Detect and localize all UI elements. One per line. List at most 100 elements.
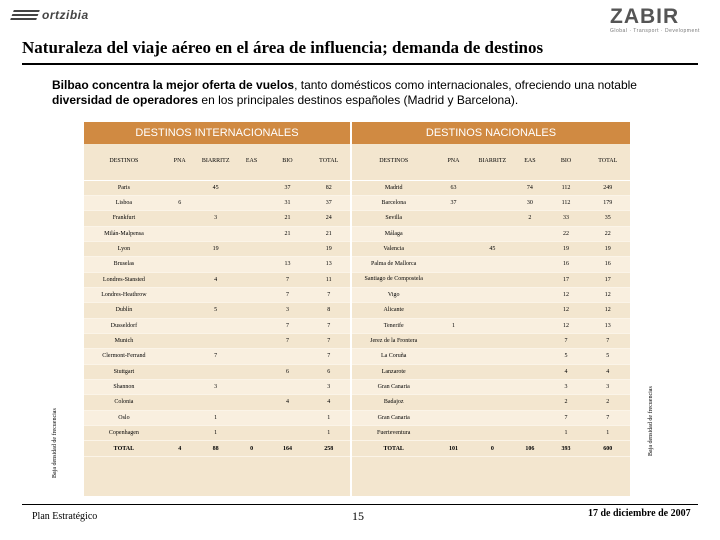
national-value-cell (471, 348, 514, 365)
international-value-cell: 6 (267, 364, 308, 380)
national-value-cell: 12 (546, 318, 586, 334)
international-value-cell: 7 (307, 333, 350, 350)
international-value-cell: 8 (307, 302, 350, 319)
national-table-row: Santiago de Compostela 17 17 (352, 272, 630, 288)
national-table-row: Alicante 12 12 (352, 302, 630, 319)
international-value-cell: 7 (267, 287, 308, 304)
national-value-cell (471, 425, 514, 442)
international-total-cell: 0 (235, 440, 268, 457)
international-value-cell (163, 210, 196, 227)
international-value-cell (195, 394, 236, 411)
national-table-row: Badajoz 2 2 (352, 394, 630, 411)
national-destination-cell: Gran Canaria (352, 379, 436, 396)
national-value-cell: 1 (435, 318, 472, 334)
national-destination-cell: Jerez de la Frontera (352, 333, 436, 350)
national-heading: DESTINOS NACIONALES (352, 122, 630, 144)
international-value-cell: 45 (195, 180, 236, 196)
national-total-cell: 0 (471, 440, 514, 457)
intro-bold-2: diversidad de operadores (52, 93, 199, 107)
national-value-cell (513, 318, 547, 334)
national-value-cell: 5 (546, 348, 586, 365)
national-destination-cell: Vigo (352, 287, 436, 304)
international-heading: DESTINOS INTERNACIONALES (84, 122, 350, 144)
national-value-cell: 22 (546, 226, 586, 242)
international-value-cell (235, 302, 268, 319)
national-value-cell (513, 425, 547, 442)
international-value-cell: 21 (267, 210, 308, 227)
national-value-cell (471, 333, 514, 350)
national-col-header: BIARRITZ (471, 144, 514, 181)
international-value-cell (235, 226, 268, 242)
international-value-cell: 7 (307, 348, 350, 365)
national-total-cell: 101 (435, 440, 472, 457)
national-value-cell (471, 180, 514, 196)
international-total-cell: TOTAL (84, 440, 164, 457)
international-destination-cell: Lisboa (84, 195, 164, 212)
international-value-cell (163, 318, 196, 334)
national-total-cell: TOTAL (352, 440, 436, 457)
international-value-cell: 13 (307, 256, 350, 273)
international-total-cell: 88 (195, 440, 236, 457)
international-value-cell (235, 379, 268, 396)
national-destination-cell: Madrid (352, 180, 436, 196)
international-value-cell: 7 (267, 272, 308, 288)
zabir-wordmark: ZABIR (610, 5, 680, 28)
national-table-row: Tenerife 1 12 13 (352, 318, 630, 334)
national-value-cell: 249 (585, 180, 630, 196)
national-value-cell (471, 394, 514, 411)
international-value-cell: 7 (307, 318, 350, 334)
international-value-cell (235, 272, 268, 288)
international-value-cell: 21 (267, 226, 308, 242)
national-value-cell: 2 (585, 394, 630, 411)
international-value-cell (235, 394, 268, 411)
international-table-row: Lisboa 6 31 37 (84, 195, 350, 212)
international-value-cell (195, 364, 236, 380)
international-col-header: BIO (267, 144, 308, 181)
national-value-cell: 12 (546, 287, 586, 304)
international-col-header: DESTINOS (84, 144, 164, 181)
international-value-cell (235, 180, 268, 196)
national-table-row: Barcelona 37 30 112 179 (352, 195, 630, 212)
national-table-row: Gran Canaria 3 3 (352, 379, 630, 396)
national-value-cell (513, 241, 547, 258)
international-value-cell (195, 318, 236, 334)
international-value-cell (195, 287, 236, 304)
zabir-tagline: Global · Transport · Development (610, 28, 700, 34)
international-col-header: TOTAL (307, 144, 350, 181)
international-value-cell (163, 226, 196, 242)
page-title: Naturaleza del viaje aéreo en el área de… (22, 38, 544, 57)
national-value-cell (471, 256, 514, 273)
international-value-cell: 1 (307, 410, 350, 427)
national-destination-cell: Gran Canaria (352, 410, 436, 427)
national-value-cell: 37 (435, 195, 472, 212)
national-value-cell (471, 272, 514, 288)
international-destination-cell: Clermont-Ferrand (84, 348, 164, 365)
national-col-header: TOTAL (585, 144, 630, 181)
national-destination-cell: Málaga (352, 226, 436, 242)
international-destination-cell: Oslo (84, 410, 164, 427)
national-destination-cell: Sevilla (352, 210, 436, 227)
national-value-cell (471, 410, 514, 427)
national-col-header: PNA (435, 144, 472, 181)
international-destination-cell: Colonia (84, 394, 164, 411)
international-table-row: Dublín 5 3 8 (84, 302, 350, 319)
international-value-cell (163, 302, 196, 319)
national-table-row: Palma de Mallorca 16 16 (352, 256, 630, 273)
national-value-cell: 2 (513, 210, 547, 227)
international-table-row: Munich 7 7 (84, 333, 350, 350)
international-value-cell: 6 (163, 195, 196, 212)
national-value-cell: 45 (471, 241, 514, 258)
international-table-row: Bruselas 13 13 (84, 256, 350, 273)
national-table-panel: DESTINOS PNA BIARRITZ EAS BIO TOTAL Madrid 63 7… (352, 144, 630, 496)
international-value-cell: 4 (307, 394, 350, 411)
international-value-cell: 5 (195, 302, 236, 319)
national-value-cell (435, 364, 472, 380)
national-value-cell: 112 (546, 195, 586, 212)
national-value-cell (435, 287, 472, 304)
international-value-cell (163, 379, 196, 396)
national-destination-cell: Barcelona (352, 195, 436, 212)
ortzibia-logo: ortzibia (10, 8, 102, 22)
international-value-cell: 19 (195, 241, 236, 258)
national-value-cell: 63 (435, 180, 472, 196)
international-value-cell: 82 (307, 180, 350, 196)
